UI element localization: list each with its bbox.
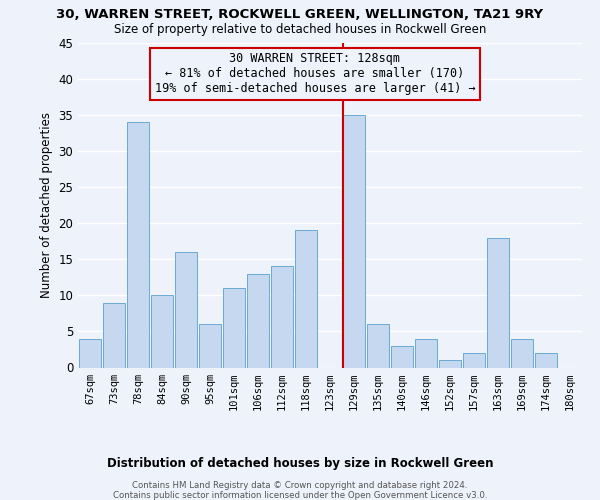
Bar	[79, 338, 101, 368]
Y-axis label: Number of detached properties: Number of detached properties	[40, 112, 53, 298]
Bar	[415, 338, 437, 368]
Text: 30 WARREN STREET: 128sqm
← 81% of detached houses are smaller (170)
19% of semi-: 30 WARREN STREET: 128sqm ← 81% of detach…	[155, 52, 475, 95]
Bar	[127, 122, 149, 368]
Bar	[175, 252, 197, 368]
Bar	[511, 338, 533, 368]
Bar	[151, 296, 173, 368]
Bar	[223, 288, 245, 368]
Bar	[295, 230, 317, 368]
Bar	[463, 353, 485, 368]
Bar	[343, 114, 365, 368]
Bar	[439, 360, 461, 368]
Bar	[199, 324, 221, 368]
Text: Distribution of detached houses by size in Rockwell Green: Distribution of detached houses by size …	[107, 458, 493, 470]
Bar	[391, 346, 413, 368]
Bar	[247, 274, 269, 368]
Bar	[487, 238, 509, 368]
Bar	[367, 324, 389, 368]
Text: Size of property relative to detached houses in Rockwell Green: Size of property relative to detached ho…	[114, 22, 486, 36]
Text: Contains HM Land Registry data © Crown copyright and database right 2024.
Contai: Contains HM Land Registry data © Crown c…	[113, 481, 487, 500]
Text: 30, WARREN STREET, ROCKWELL GREEN, WELLINGTON, TA21 9RY: 30, WARREN STREET, ROCKWELL GREEN, WELLI…	[56, 8, 544, 20]
Bar	[271, 266, 293, 368]
Bar	[535, 353, 557, 368]
Bar	[103, 302, 125, 368]
